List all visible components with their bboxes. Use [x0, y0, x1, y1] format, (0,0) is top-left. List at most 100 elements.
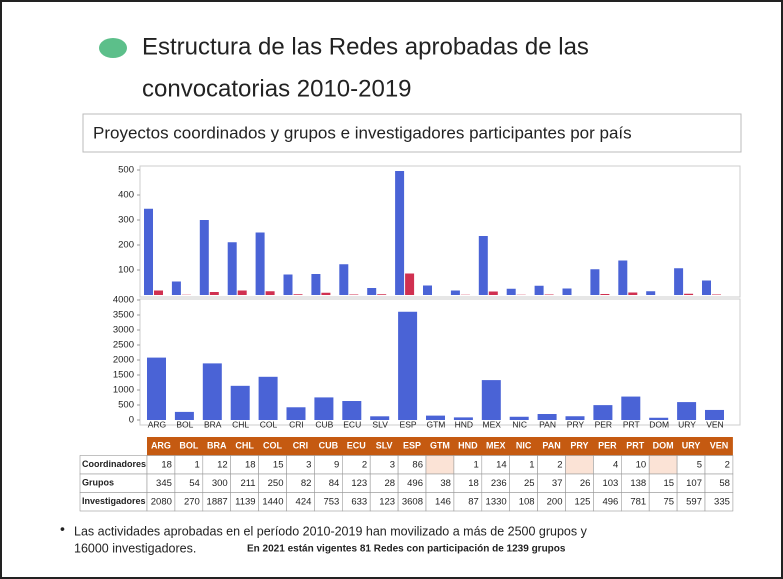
table-header: BOL [179, 441, 199, 451]
bar [339, 264, 349, 295]
table-cell-text: 26 [580, 478, 591, 489]
bar [649, 417, 669, 420]
table-cell-text: 496 [407, 478, 423, 489]
plot-frame [139, 298, 741, 426]
bullet-dot: • [60, 521, 65, 537]
table-cell-text: 103 [602, 478, 618, 489]
table-header: DOM [653, 441, 674, 451]
table-header: HND [458, 441, 478, 451]
y-tick-label: 3000 [113, 325, 134, 336]
table-cell-text: 12 [217, 459, 228, 470]
bar [395, 171, 405, 295]
bar [628, 292, 638, 295]
table-cell [425, 455, 455, 475]
bar [677, 402, 697, 420]
bar [311, 274, 321, 295]
table-cell-text: 4 [613, 459, 618, 470]
table-header: URY [682, 441, 701, 451]
table-cell-text: 18 [468, 478, 479, 489]
bar [283, 274, 293, 295]
bar [593, 405, 613, 420]
table-cell-text: 2 [362, 459, 367, 470]
y-tick-label: 100 [118, 265, 134, 276]
bar [544, 294, 554, 295]
table-header-bg [147, 437, 733, 456]
bar [209, 292, 219, 295]
table-cell-text: 3 [306, 459, 311, 470]
x-tick-label: ECU [343, 419, 361, 429]
table-header: ARG [151, 441, 171, 451]
table-header: PER [598, 441, 617, 451]
bar [342, 401, 362, 420]
bar [705, 409, 724, 420]
table-cell-text: 107 [686, 478, 702, 489]
title-line: Estructura de las Redes aprobadas de las [142, 33, 589, 60]
table-cell-text: 37 [552, 478, 563, 489]
x-tick-label: CUB [315, 419, 333, 429]
table-cell-text: 633 [351, 496, 367, 507]
table-header: CHL [235, 441, 254, 451]
x-tick-label: HND [455, 419, 473, 429]
table-cell [565, 455, 594, 475]
table-cell-text: 300 [212, 478, 228, 489]
x-tick-label: GTM [427, 419, 446, 429]
table-header: COL [263, 441, 283, 451]
table-cell-text: 2080 [151, 496, 172, 507]
table-cell [648, 455, 678, 475]
table-cell-text: 138 [630, 478, 646, 489]
table-cell-text: 86 [412, 459, 423, 470]
table-header: ESP [403, 441, 421, 451]
y-tick-label: 500 [118, 400, 134, 411]
bullet-text: 16000 investigadores. [74, 541, 196, 555]
table-header: VEN [710, 441, 729, 451]
y-tick-label: 1000 [113, 385, 134, 396]
table-cell-text: 781 [630, 496, 646, 507]
table-header: PAN [542, 441, 560, 451]
table-cell-text: 335 [714, 496, 730, 507]
table-cell-text: 75 [664, 496, 675, 507]
table-cell-text: 146 [435, 496, 451, 507]
bar [565, 416, 585, 420]
bar [370, 416, 390, 420]
table-cell-text: 5 [697, 459, 702, 470]
bar [684, 293, 694, 295]
bar [227, 242, 237, 295]
table-cell-text: 18 [245, 459, 256, 470]
bar [450, 290, 460, 295]
bar [258, 376, 278, 420]
table-row-header: Coordinadores [82, 459, 146, 469]
y-tick-label: 3500 [113, 310, 134, 321]
table-cell-text: 84 [329, 478, 340, 489]
table-header: GTM [430, 441, 450, 451]
bar [367, 288, 377, 295]
plot-frame [139, 165, 741, 298]
table-cell-text: 82 [301, 478, 312, 489]
title-bullet [99, 38, 127, 58]
bar [453, 417, 473, 420]
bar [147, 357, 166, 420]
bar [426, 415, 445, 420]
subtitle: Proyectos coordinados y grupos e investi… [93, 123, 632, 142]
bar [230, 385, 250, 420]
table-cell-text: 58 [719, 478, 730, 489]
y-tick-label: 500 [118, 165, 134, 176]
table-header: PRY [570, 441, 588, 451]
table-cell-text: 15 [273, 459, 284, 470]
x-tick-label: PRY [567, 419, 585, 429]
table-header: CUB [319, 441, 339, 451]
table-cell-text: 18 [161, 459, 172, 470]
bar [171, 281, 181, 295]
table-cell-text: 2 [557, 459, 562, 470]
subtitle-box [82, 113, 742, 153]
x-tick-label: COL [260, 419, 278, 429]
table-cell-text: 496 [602, 496, 618, 507]
x-tick-label: MEX [483, 419, 502, 429]
bar [405, 273, 415, 295]
x-tick-label: PRT [623, 419, 640, 429]
y-tick-label: 0 [129, 415, 134, 426]
y-tick-label: 200 [118, 240, 134, 251]
x-tick-label: ESP [400, 419, 417, 429]
y-tick-label: 1500 [113, 370, 134, 381]
bar [199, 220, 209, 295]
